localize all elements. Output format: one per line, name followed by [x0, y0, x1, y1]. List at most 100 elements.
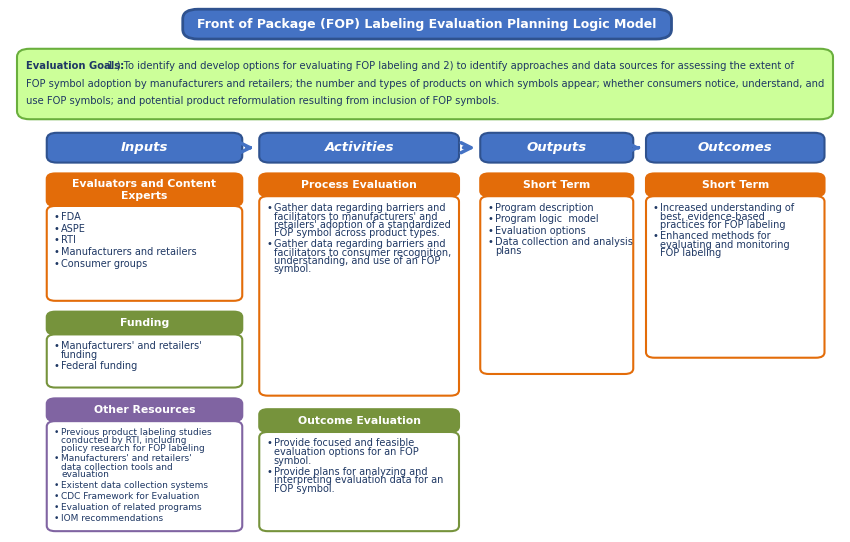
Text: 1.) To identify and develop options for evaluating FOP labeling and 2) to identi: 1.) To identify and develop options for …	[104, 61, 794, 70]
Text: CDC Framework for Evaluation: CDC Framework for Evaluation	[61, 492, 200, 501]
Text: Data collection and analysis: Data collection and analysis	[495, 237, 632, 247]
FancyBboxPatch shape	[47, 206, 242, 301]
Text: Outcome Evaluation: Outcome Evaluation	[298, 416, 421, 425]
Text: Evaluators and Content
Experts: Evaluators and Content Experts	[72, 179, 217, 201]
Text: •: •	[266, 438, 272, 448]
Text: interpreting evaluation data for an: interpreting evaluation data for an	[274, 475, 443, 485]
Text: •: •	[54, 361, 60, 371]
Text: Gather data regarding barriers and: Gather data regarding barriers and	[274, 239, 445, 249]
Text: Activities: Activities	[325, 141, 394, 154]
Text: Outcomes: Outcomes	[698, 141, 773, 154]
Text: evaluation options for an FOP: evaluation options for an FOP	[274, 447, 418, 457]
FancyBboxPatch shape	[47, 312, 242, 334]
FancyBboxPatch shape	[17, 49, 833, 119]
FancyBboxPatch shape	[646, 196, 824, 358]
Text: Short Term: Short Term	[523, 180, 591, 190]
Text: •: •	[54, 428, 59, 437]
Text: data collection tools and: data collection tools and	[61, 463, 173, 472]
Text: Other Resources: Other Resources	[94, 405, 196, 415]
Text: Outputs: Outputs	[527, 141, 586, 154]
FancyBboxPatch shape	[183, 9, 672, 39]
Text: FOP symbol across product types.: FOP symbol across product types.	[274, 228, 439, 238]
Text: Inputs: Inputs	[121, 141, 168, 154]
FancyBboxPatch shape	[480, 196, 633, 374]
Text: Manufacturers' and retailers': Manufacturers' and retailers'	[61, 454, 192, 463]
Text: FOP symbol adoption by manufacturers and retailers; the number and types of prod: FOP symbol adoption by manufacturers and…	[26, 79, 824, 88]
Text: Program description: Program description	[495, 203, 593, 212]
Text: FOP labeling: FOP labeling	[660, 248, 722, 258]
Text: •: •	[266, 467, 272, 476]
Text: •: •	[54, 212, 60, 222]
Text: •: •	[54, 481, 59, 490]
Text: ASPE: ASPE	[61, 224, 86, 234]
Text: •: •	[487, 214, 493, 224]
Text: symbol.: symbol.	[274, 264, 312, 274]
Text: Gather data regarding barriers and: Gather data regarding barriers and	[274, 203, 445, 212]
Text: •: •	[266, 239, 272, 249]
Text: Evaluation Goals:: Evaluation Goals:	[26, 61, 124, 70]
FancyBboxPatch shape	[259, 196, 459, 396]
Text: facilitators to manufacturers' and: facilitators to manufacturers' and	[274, 211, 437, 222]
Text: practices for FOP labeling: practices for FOP labeling	[660, 220, 786, 230]
Text: Program logic  model: Program logic model	[495, 214, 598, 224]
Text: Enhanced methods for: Enhanced methods for	[660, 231, 771, 241]
Text: FDA: FDA	[61, 212, 81, 222]
FancyBboxPatch shape	[47, 334, 242, 388]
Text: Funding: Funding	[120, 318, 169, 328]
Text: conducted by RTI, including: conducted by RTI, including	[61, 436, 187, 445]
Text: symbol.: symbol.	[274, 455, 312, 466]
Text: Consumer groups: Consumer groups	[61, 259, 147, 268]
Text: •: •	[487, 226, 493, 236]
FancyBboxPatch shape	[47, 398, 242, 421]
Text: •: •	[54, 492, 59, 501]
Text: Manufacturers' and retailers': Manufacturers' and retailers'	[61, 341, 201, 351]
Text: understanding, and use of an FOP: understanding, and use of an FOP	[274, 256, 440, 266]
FancyBboxPatch shape	[47, 133, 242, 163]
Text: •: •	[54, 514, 59, 523]
Text: Federal funding: Federal funding	[61, 361, 138, 371]
Text: Evaluation options: Evaluation options	[495, 226, 586, 236]
FancyBboxPatch shape	[646, 173, 824, 196]
Text: plans: plans	[495, 246, 521, 256]
Text: retailers' adoption of a standardized: retailers' adoption of a standardized	[274, 220, 450, 230]
Text: evaluation: evaluation	[61, 470, 109, 479]
Text: •: •	[266, 203, 272, 212]
FancyBboxPatch shape	[47, 173, 242, 206]
Text: RTI: RTI	[61, 236, 76, 246]
FancyBboxPatch shape	[259, 133, 459, 163]
Text: Provide focused and feasible: Provide focused and feasible	[274, 438, 414, 448]
FancyBboxPatch shape	[259, 432, 459, 531]
Text: •: •	[487, 237, 493, 247]
FancyBboxPatch shape	[646, 133, 824, 163]
Text: •: •	[54, 236, 60, 246]
Text: Manufacturers and retailers: Manufacturers and retailers	[61, 247, 197, 257]
FancyBboxPatch shape	[259, 173, 459, 196]
Text: Evaluation of related programs: Evaluation of related programs	[61, 503, 201, 512]
Text: •: •	[487, 203, 493, 212]
Text: Increased understanding of: Increased understanding of	[660, 203, 795, 212]
Text: IOM recommendations: IOM recommendations	[61, 514, 163, 523]
Text: •: •	[54, 224, 60, 234]
FancyBboxPatch shape	[480, 133, 633, 163]
Text: Previous product labeling studies: Previous product labeling studies	[61, 428, 212, 437]
Text: •: •	[54, 259, 60, 268]
FancyBboxPatch shape	[47, 421, 242, 531]
Text: evaluating and monitoring: evaluating and monitoring	[660, 240, 790, 249]
Text: •: •	[54, 503, 59, 512]
Text: use FOP symbols; and potential product reformulation resulting from inclusion of: use FOP symbols; and potential product r…	[26, 96, 499, 106]
Text: Front of Package (FOP) Labeling Evaluation Planning Logic Model: Front of Package (FOP) Labeling Evaluati…	[197, 18, 657, 30]
Text: best, evidence-based: best, evidence-based	[660, 211, 765, 222]
Text: •: •	[653, 203, 659, 212]
Text: Short Term: Short Term	[701, 180, 769, 190]
Text: Process Evaluation: Process Evaluation	[301, 180, 417, 190]
FancyBboxPatch shape	[480, 173, 633, 196]
Text: Existent data collection systems: Existent data collection systems	[61, 481, 208, 490]
Text: facilitators to consumer recognition,: facilitators to consumer recognition,	[274, 248, 451, 258]
Text: funding: funding	[61, 350, 99, 360]
Text: Provide plans for analyzing and: Provide plans for analyzing and	[274, 467, 428, 476]
Text: •: •	[54, 247, 60, 257]
Text: •: •	[653, 231, 659, 241]
Text: policy research for FOP labeling: policy research for FOP labeling	[61, 444, 205, 453]
Text: •: •	[54, 454, 59, 463]
Text: •: •	[54, 341, 60, 351]
